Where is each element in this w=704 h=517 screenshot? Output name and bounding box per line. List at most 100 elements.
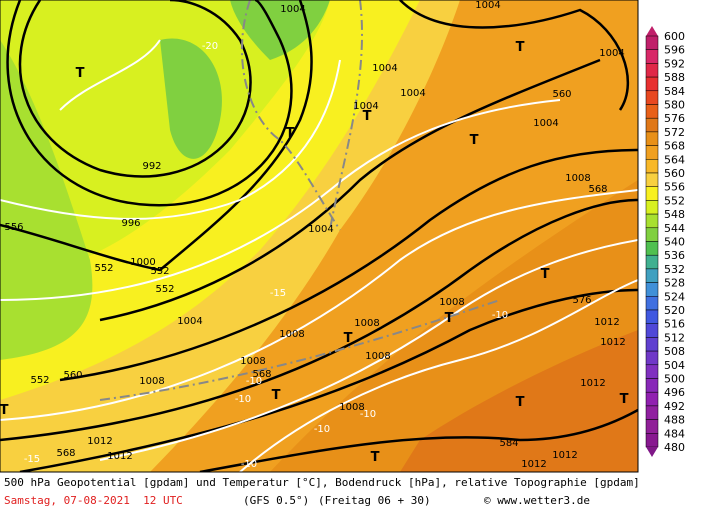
map-label: 556 bbox=[4, 222, 23, 233]
map-label: 552 bbox=[94, 263, 113, 274]
colorbar-cell bbox=[645, 364, 659, 379]
colorbar-cell bbox=[645, 131, 659, 146]
colorbar-cell bbox=[645, 296, 659, 311]
colorbar-cell bbox=[645, 419, 659, 434]
colorbar-label: 600 bbox=[664, 30, 685, 43]
map-label: 584 bbox=[499, 438, 518, 449]
map-label: 1012 bbox=[594, 317, 619, 328]
map-frame bbox=[0, 0, 639, 473]
colorbar-label: 496 bbox=[664, 386, 685, 399]
colorbar-cell bbox=[645, 35, 659, 50]
map-label: 1008 bbox=[240, 356, 265, 367]
colorbar-cell bbox=[645, 405, 659, 420]
colorbar-label: 556 bbox=[664, 181, 685, 194]
footer-model: (GFS 0.5°) bbox=[243, 494, 309, 507]
map-label: 1008 bbox=[339, 402, 364, 413]
map-label: T bbox=[371, 450, 380, 465]
map-label: 1012 bbox=[87, 436, 112, 447]
footer-date: Samstag, 07-08-2021 12 UTC bbox=[4, 494, 183, 507]
colorbar-cell bbox=[645, 241, 659, 256]
map-label: T bbox=[445, 311, 454, 326]
map-label: T bbox=[516, 40, 525, 55]
map-label: 996 bbox=[121, 218, 140, 229]
map-label: 1004 bbox=[599, 48, 624, 59]
colorbar-cell bbox=[645, 323, 659, 338]
colorbar-cell bbox=[645, 172, 659, 187]
map-label: 1012 bbox=[552, 450, 577, 461]
map-label: -10 bbox=[241, 459, 257, 470]
map bbox=[0, 0, 638, 472]
colorbar-cell bbox=[645, 391, 659, 407]
colorbar-cell bbox=[645, 337, 659, 352]
colorbar-label: 488 bbox=[664, 414, 685, 427]
colorbar-label: 580 bbox=[664, 99, 685, 112]
colorbar-label: 524 bbox=[664, 290, 685, 303]
map-label: T bbox=[344, 331, 353, 346]
colorbar-cell bbox=[645, 227, 659, 242]
map-label: -10 bbox=[492, 310, 508, 321]
map-label: 1008 bbox=[279, 329, 304, 340]
map-label: 1004 bbox=[177, 316, 202, 327]
map-label: 1008 bbox=[565, 173, 590, 184]
colorbar-label: 584 bbox=[664, 85, 685, 98]
colorbar-label: 572 bbox=[664, 126, 685, 139]
map-label: 576 bbox=[572, 295, 591, 306]
map-label: T bbox=[620, 392, 629, 407]
colorbar-label: 480 bbox=[664, 441, 685, 454]
footer-site: © www.wetter3.de bbox=[484, 494, 590, 507]
colorbar-label: 588 bbox=[664, 71, 685, 84]
colorbar-label: 544 bbox=[664, 222, 685, 235]
map-label: -10 bbox=[314, 424, 330, 435]
map-label: 1004 bbox=[475, 0, 500, 11]
map-label: -15 bbox=[24, 454, 40, 465]
colorbar-cell bbox=[645, 63, 659, 78]
map-label: 552 bbox=[155, 284, 174, 295]
map-label: 568 bbox=[252, 369, 271, 380]
map-label: 1008 bbox=[139, 376, 164, 387]
map-label: T bbox=[541, 267, 550, 282]
map-label: T bbox=[286, 126, 295, 141]
map-label: 1012 bbox=[107, 451, 132, 462]
colorbar-cell bbox=[645, 378, 659, 393]
colorbar-cell bbox=[645, 254, 659, 270]
map-label: 1012 bbox=[521, 459, 546, 470]
colorbar-cell bbox=[645, 76, 659, 92]
map-label: 1004 bbox=[280, 4, 305, 15]
map-label: 1008 bbox=[365, 351, 390, 362]
colorbar-label: 500 bbox=[664, 373, 685, 386]
map-label: -10 bbox=[360, 409, 376, 420]
map-label: 1012 bbox=[580, 378, 605, 389]
map-label: 560 bbox=[552, 89, 571, 100]
map-label: 560 bbox=[63, 370, 82, 381]
colorbar-label: 568 bbox=[664, 140, 685, 153]
colorbar-cell bbox=[645, 145, 659, 160]
colorbar-cell bbox=[645, 350, 659, 366]
map-label: 1004 bbox=[400, 88, 425, 99]
colorbar-cell bbox=[645, 49, 659, 64]
map-label: 1012 bbox=[600, 337, 625, 348]
footer-line: 500 hPa Geopotential [gpdam] und Tempera… bbox=[4, 476, 640, 489]
map-label: T bbox=[0, 403, 9, 418]
colorbar-cell bbox=[645, 104, 659, 119]
map-label: 1004 bbox=[353, 101, 378, 112]
map-label: -10 bbox=[235, 394, 251, 405]
colorbar-label: 576 bbox=[664, 112, 685, 125]
map-label: T bbox=[272, 388, 281, 403]
colorbar-cell bbox=[645, 90, 659, 105]
colorbar-label: 540 bbox=[664, 236, 685, 249]
colorbar-label: 560 bbox=[664, 167, 685, 180]
colorbar-cell bbox=[645, 213, 659, 229]
colorbar-cell bbox=[645, 186, 659, 201]
map-label: -15 bbox=[270, 288, 286, 299]
map-label: 552 bbox=[30, 375, 49, 386]
map-label: T bbox=[363, 109, 372, 124]
colorbar-cell bbox=[645, 433, 659, 448]
map-label: 552 bbox=[150, 266, 169, 277]
colorbar-cell bbox=[645, 309, 659, 324]
map-label: 568 bbox=[588, 184, 607, 195]
colorbar-label: 484 bbox=[664, 427, 685, 440]
map-label: 1004 bbox=[308, 224, 333, 235]
colorbar-cell bbox=[645, 117, 659, 133]
map-label: T bbox=[76, 66, 85, 81]
